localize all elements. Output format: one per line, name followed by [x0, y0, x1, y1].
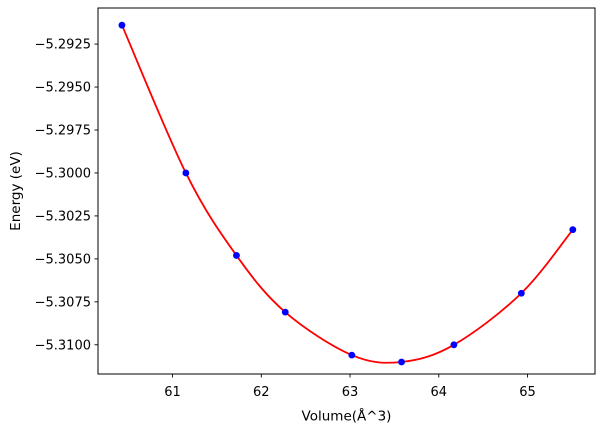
- y-axis-label: Energy (eV): [8, 151, 24, 231]
- y-tick-label: −5.3100: [35, 338, 91, 353]
- x-tick-label: 64: [431, 385, 448, 400]
- y-tick-label: −5.3075: [35, 295, 91, 310]
- data-point-marker: [398, 358, 405, 366]
- data-point-marker: [569, 226, 577, 234]
- y-tick-label: −5.2975: [35, 124, 91, 139]
- data-point-marker: [233, 252, 240, 259]
- x-tick-label: 62: [253, 385, 270, 400]
- x-axis-label: Volume(Å^3): [302, 408, 392, 425]
- x-tick-label: 61: [164, 385, 181, 400]
- x-tick-label: 65: [519, 385, 536, 400]
- y-tick-label: −5.2925: [35, 38, 91, 53]
- y-tick-label: −5.3000: [35, 166, 91, 181]
- plot-frame: [97, 7, 596, 375]
- data-point-marker: [348, 351, 356, 359]
- data-point-marker: [281, 308, 289, 316]
- scatter-points: [118, 21, 577, 366]
- y-axis-ticks: −5.2925 −5.2950 −5.2975 −5.3000 −5.3025 −5.30…: [35, 38, 98, 353]
- y-tick-label: −5.3025: [35, 209, 91, 224]
- data-point-marker: [517, 289, 525, 297]
- y-tick-label: −5.3050: [35, 252, 91, 267]
- fit-curve-line: [121, 24, 574, 364]
- x-tick-label: 63: [342, 385, 359, 400]
- x-axis-ticks: 61 62 63 64 65: [164, 374, 536, 400]
- data-point-marker: [450, 341, 458, 349]
- y-tick-label: −5.2950: [35, 81, 91, 96]
- data-point-marker: [182, 169, 190, 177]
- data-point-marker: [118, 21, 126, 29]
